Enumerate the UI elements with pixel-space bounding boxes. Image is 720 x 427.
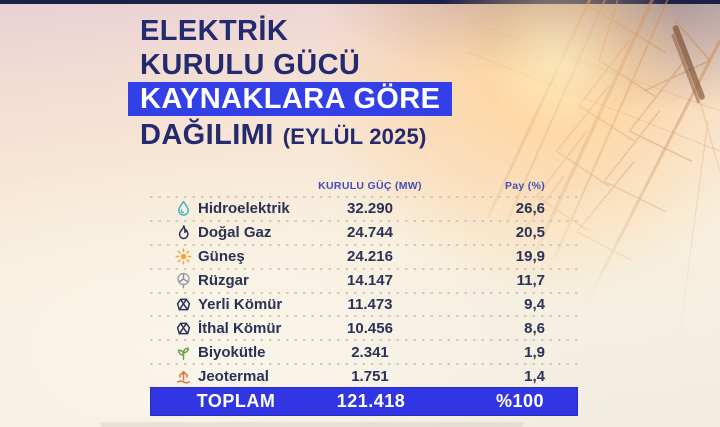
capacity-value: 24.216 [347, 248, 393, 266]
dotted-separator [150, 219, 578, 222]
dotted-separator [150, 363, 578, 366]
capacity-value: 24.744 [347, 224, 393, 242]
table-header: KURULU GÜÇ (MW) Pay (%) [150, 176, 578, 196]
table-row: Yerli Kömür 11.473 9,4 [150, 294, 578, 316]
capacity-value: 32.290 [347, 200, 393, 218]
geothermal-icon [175, 368, 192, 385]
source-label: Yerli Kömür [198, 296, 283, 313]
source-label: Jeotermal [198, 367, 269, 385]
share-value: 1,4 [524, 367, 545, 385]
share-value: 8,6 [524, 319, 545, 337]
dotted-separator [150, 243, 578, 246]
table-row: Güneş 24.216 19,9 [150, 246, 578, 268]
title-period: (EYLÜL 2025) [282, 124, 427, 149]
table-rows: Hidroelektrik 32.290 26,6 Doğal Gaz 24.7… [150, 196, 578, 387]
bottom-edge-element [100, 422, 524, 427]
table-row: İthal Kömür 10.456 8,6 [150, 317, 578, 339]
source-label: Biyokütle [198, 343, 266, 361]
plant-icon [175, 344, 192, 361]
title-block: ELEKTRİK KURULU GÜCÜ KAYNAKLARA GÖRE DAĞ… [128, 14, 453, 154]
source-label: İthal Kömür [198, 319, 282, 337]
title-line-4: DAĞILIMI [140, 119, 274, 151]
total-label: TOPLAM [196, 391, 276, 412]
dotted-separator [150, 196, 578, 198]
capacity-table: KURULU GÜÇ (MW) Pay (%) Hidroelektrik 32… [150, 176, 578, 417]
share-value: 20,5 [515, 224, 545, 242]
table-row: Biyokütle 2.341 1,9 [150, 341, 578, 363]
share-value: 19,9 [515, 248, 545, 266]
top-border-strip [0, 0, 720, 4]
water-drop-icon [175, 200, 192, 217]
capacity-value: 14.147 [347, 272, 393, 290]
share-value: 26,6 [515, 200, 545, 218]
source-label: Hidroelektrik [198, 200, 290, 218]
coal-icon [175, 320, 192, 337]
capacity-value: 10.456 [347, 319, 393, 337]
share-value: 9,4 [524, 296, 545, 313]
dotted-separator [150, 267, 578, 270]
total-share: %100 [495, 391, 544, 412]
table-row: Rüzgar 14.147 11,7 [150, 270, 578, 292]
title-highlight: KAYNAKLARA GÖRE [128, 82, 453, 116]
total-row: TOPLAM 121.418 %100 [150, 387, 578, 417]
dotted-separator [150, 291, 578, 294]
flame-icon [175, 224, 192, 241]
sun-icon [175, 248, 192, 265]
dotted-separator [150, 339, 578, 342]
coal-icon [175, 296, 192, 313]
total-capacity: 121.418 [336, 391, 406, 412]
dotted-separator [150, 315, 578, 318]
source-label: Doğal Gaz [198, 224, 272, 242]
table-row: Doğal Gaz 24.744 20,5 [150, 222, 578, 244]
title-line-1: ELEKTRİK [140, 15, 289, 47]
capacity-value: 2.341 [351, 343, 389, 361]
table-row: Jeotermal 1.751 1,4 [150, 365, 578, 387]
source-label: Rüzgar [198, 272, 249, 290]
capacity-value: 1.751 [351, 367, 389, 385]
header-capacity-column: KURULU GÜÇ (MW) [318, 180, 422, 192]
table-row: Hidroelektrik 32.290 26,6 [150, 198, 578, 220]
share-value: 11,7 [516, 272, 545, 290]
source-label: Güneş [198, 248, 245, 266]
header-share-column: Pay (%) [504, 180, 545, 192]
capacity-value: 11.473 [347, 296, 393, 313]
title-line-2: KURULU GÜCÜ [140, 49, 361, 81]
share-value: 1,9 [524, 343, 545, 361]
wind-turbine-icon [175, 272, 192, 289]
